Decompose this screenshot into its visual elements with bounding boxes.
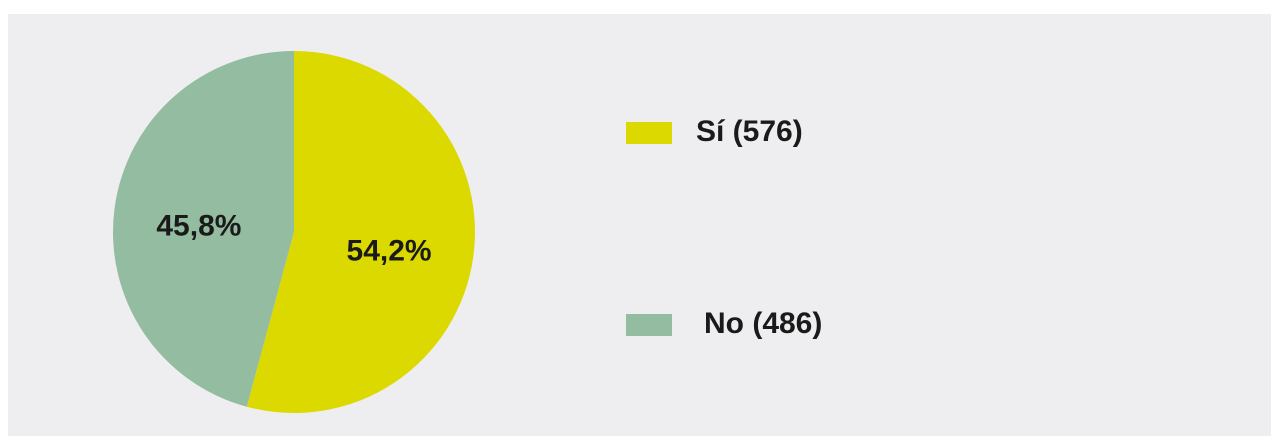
- legend-label: No (486): [704, 307, 822, 340]
- slice-label: 54,2%: [347, 235, 432, 268]
- slice-label: 45,8%: [156, 209, 241, 242]
- legend-swatch: [626, 314, 672, 336]
- pie-slice: [246, 51, 475, 414]
- legend-label: Sí (576): [696, 115, 803, 148]
- legend-swatch: [626, 122, 672, 144]
- pie-slice: [112, 51, 294, 407]
